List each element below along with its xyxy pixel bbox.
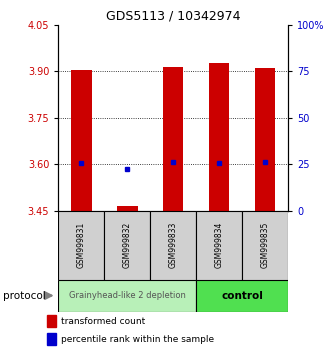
Text: control: control (221, 291, 263, 301)
Text: GSM999831: GSM999831 (77, 222, 86, 268)
Text: GSM999835: GSM999835 (260, 222, 270, 268)
Text: GSM999834: GSM999834 (214, 222, 224, 268)
Bar (209, 63, 229, 211)
Text: GSM999833: GSM999833 (168, 222, 178, 268)
Text: GSM999832: GSM999832 (123, 222, 132, 268)
Text: transformed count: transformed count (61, 317, 146, 326)
Bar (163, 67, 183, 211)
Bar (150, 211, 196, 280)
Text: percentile rank within the sample: percentile rank within the sample (61, 335, 214, 344)
Bar (196, 280, 288, 312)
Bar (196, 211, 242, 280)
Bar (58, 280, 196, 312)
Bar (71, 70, 92, 211)
Bar (117, 206, 138, 211)
Bar (242, 211, 288, 280)
Bar (58, 211, 104, 280)
Text: protocol: protocol (3, 291, 46, 301)
Bar (255, 68, 275, 211)
Title: GDS5113 / 10342974: GDS5113 / 10342974 (106, 9, 240, 22)
Text: Grainyhead-like 2 depletion: Grainyhead-like 2 depletion (69, 291, 185, 300)
Bar (104, 211, 150, 280)
Bar (47, 333, 56, 345)
Bar (47, 315, 56, 327)
